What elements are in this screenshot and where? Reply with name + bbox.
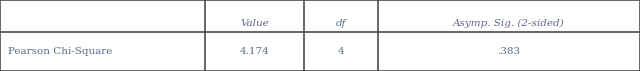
- Text: Pearson Chi-Square: Pearson Chi-Square: [8, 47, 112, 56]
- Text: Value: Value: [240, 19, 269, 28]
- Text: 4.174: 4.174: [239, 47, 269, 56]
- Text: Asymp. Sig. (2-sided): Asymp. Sig. (2-sided): [453, 19, 564, 28]
- Text: .383: .383: [497, 47, 520, 56]
- Text: 4: 4: [337, 47, 344, 56]
- Text: df: df: [335, 19, 346, 28]
